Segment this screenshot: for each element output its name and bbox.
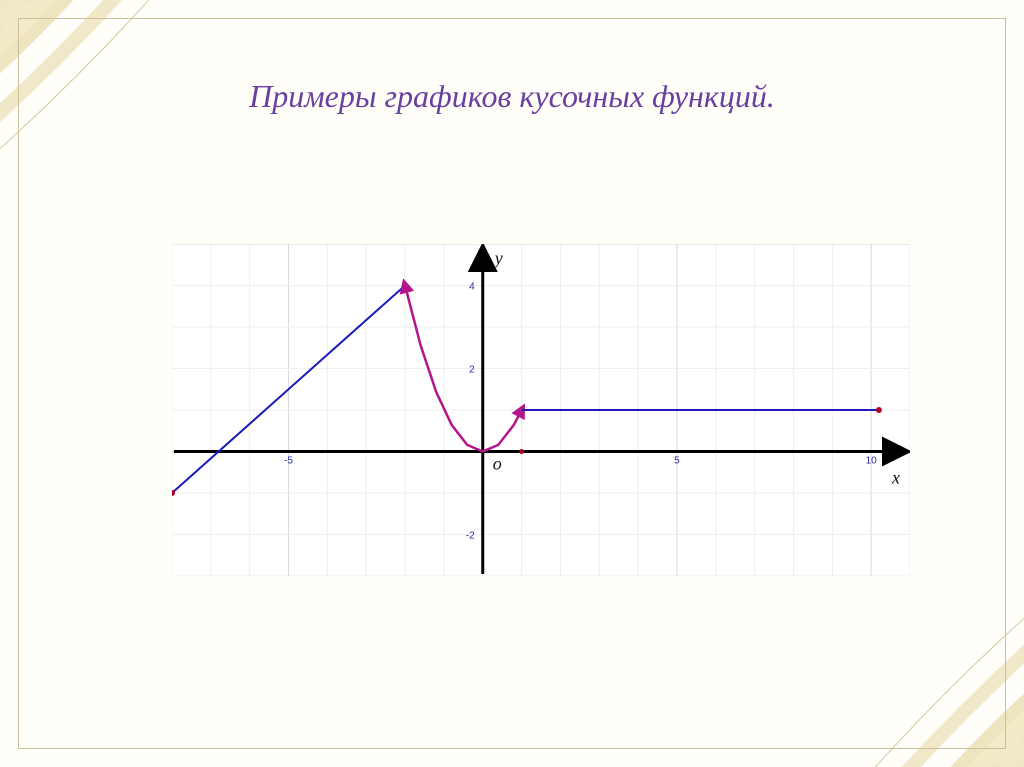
slide-title: Примеры графиков кусочных функций. <box>0 78 1024 115</box>
corner-decoration-bottom-right <box>824 567 1024 767</box>
chart-area: -5 5 10 -2 2 4 y x о <box>172 244 910 576</box>
svg-text:y: y <box>493 248 503 268</box>
svg-text:о: о <box>493 454 502 474</box>
svg-text:-5: -5 <box>284 456 293 467</box>
svg-text:x: x <box>891 468 900 488</box>
svg-text:-2: -2 <box>466 531 475 542</box>
svg-text:2: 2 <box>469 365 475 376</box>
svg-text:10: 10 <box>866 456 878 467</box>
svg-text:5: 5 <box>674 456 680 467</box>
svg-text:4: 4 <box>469 282 475 293</box>
slide: Примеры графиков кусочных функций. -5 5 10… <box>0 0 1024 767</box>
piecewise-function-chart: -5 5 10 -2 2 4 y x о <box>172 244 910 576</box>
